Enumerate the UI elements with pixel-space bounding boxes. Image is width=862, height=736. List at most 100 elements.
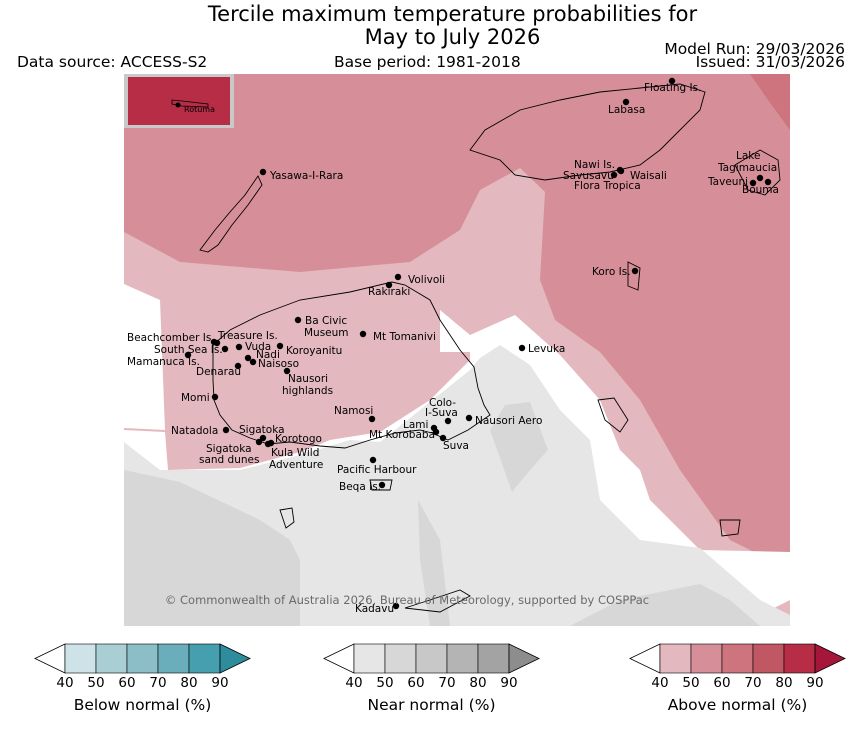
cbar-above-segment (690, 643, 723, 674)
label-mt-tomanivi: Mt Tomanivi (373, 331, 436, 343)
label-natadola: Natadola (171, 425, 218, 437)
yasawa-coast (199, 175, 263, 253)
label-rakiraki: Rakiraki (368, 286, 410, 298)
cbar-below-tick: 60 (118, 675, 136, 691)
rotuma-coast (171, 99, 209, 108)
copyright-notice: © Commonwealth of Australia 2026, Bureau… (165, 593, 649, 607)
cbar-below-tick: 40 (56, 675, 74, 691)
model-run-label: Model Run: 29/03/2026 (664, 40, 845, 58)
islet-coast (279, 507, 295, 529)
cbar-below-extend-low (34, 643, 66, 674)
label-waisali: Waisali (630, 170, 667, 182)
label-labasa: Labasa (608, 104, 645, 116)
label-flora-tropica: Flora Tropica (574, 180, 641, 192)
cbar-near-extend-low (323, 643, 355, 674)
label-pacific-harbour: Pacific Harbour (337, 464, 417, 476)
cbar-below-tick: 90 (211, 675, 229, 691)
region-above-60 (750, 74, 790, 130)
issued-label: Issued: 31/03/2026 (695, 53, 845, 71)
label-sigatoka-2: Sigatoka (206, 443, 252, 455)
label-denarau: Denarau (196, 366, 241, 378)
cbar-below-tick: 80 (180, 675, 198, 691)
marker-levuka (518, 344, 526, 352)
rotuma-label: Rotuma (184, 105, 215, 114)
cbar-above-tick: 60 (713, 675, 731, 691)
cbar-above-tick: 40 (651, 675, 669, 691)
marker-mamanuca-is (184, 351, 192, 359)
cbar-below-tick: 50 (87, 675, 105, 691)
colorbars (34, 643, 846, 674)
cbar-near-tick: 70 (438, 675, 456, 691)
marker-vuda (235, 343, 243, 351)
label-kula-wild: Kula Wild (271, 447, 319, 459)
cbar-above-tick: 80 (775, 675, 793, 691)
region-near-50-south (418, 500, 450, 626)
cbar-above-tick: 70 (744, 675, 762, 691)
base-period-label: Base period: 1981-2018 (334, 53, 521, 71)
cbar-near-tick: 40 (345, 675, 363, 691)
marker-labasa (622, 98, 630, 106)
cbar-near-tick: 50 (376, 675, 394, 691)
marker-momi (211, 393, 219, 401)
marker-sigatoka (259, 434, 267, 442)
taveuni-coast (734, 149, 781, 196)
label-koro-is: Koro Is. (592, 266, 631, 278)
label-adventure: Adventure (269, 459, 323, 471)
cbar-below-segment (157, 643, 190, 674)
cbar-near-segment (446, 643, 479, 674)
kadavu-coast (404, 589, 471, 613)
region-near-50-southwest (124, 470, 300, 626)
marker-floating-is (668, 77, 676, 85)
cbar-above-segment (659, 643, 692, 674)
marker-sigatoka-sand-dunes (255, 438, 263, 446)
label-tagimaucia: Tagimaucia (717, 162, 777, 174)
cbar-below-segment (188, 643, 221, 674)
cbar-above-tick: 90 (806, 675, 824, 691)
region-near-40-west (124, 468, 445, 605)
label-levuka: Levuka (528, 343, 565, 355)
marker-mt-korobaba (432, 428, 440, 436)
label-lake: Lake (736, 150, 760, 162)
label-treasure-is: Treasure Is. (217, 330, 278, 342)
cbar-near-segment (353, 643, 386, 674)
cbar-below-segment (95, 643, 128, 674)
beqa-coast (369, 479, 393, 491)
label-taveuni: Taveuni (707, 176, 748, 188)
marker-beqa-is (378, 481, 386, 489)
label-highlands: highlands (282, 385, 333, 397)
label-namosi: Namosi (334, 405, 373, 417)
probability-regions (124, 74, 790, 626)
label-momi: Momi (181, 392, 210, 404)
cbar-above-segment (721, 643, 754, 674)
marker-waisali (617, 167, 625, 175)
marker-suva (439, 434, 447, 442)
cbar-below-extend-high (219, 643, 251, 674)
label-sand-dunes: sand dunes (199, 454, 259, 466)
marker-koroyanitu (276, 342, 284, 350)
cbar-above-extend-high (814, 643, 846, 674)
cbar-near-segment (415, 643, 448, 674)
label-savusavu: Savusavu (563, 170, 614, 182)
label-nausori-aero: Nausori Aero (475, 415, 542, 427)
cbar-near-label: Near normal (%) (367, 696, 496, 714)
marker-yasawa-i-rara (259, 168, 267, 176)
label-volivoli: Volivoli (408, 274, 445, 286)
marker-south-sea-is (221, 345, 229, 353)
label-colo: Colo- (429, 397, 456, 409)
region-near-50-southeast (570, 584, 760, 626)
cbar-near-tick: 60 (407, 675, 425, 691)
marker-volivoli (394, 273, 402, 281)
region-near-50-east (490, 402, 548, 492)
marker-rakiraki (385, 281, 393, 289)
marker-nausori-highlands (283, 367, 291, 375)
marker-colo-i-suva (444, 417, 452, 425)
label-suva: Suva (443, 440, 469, 452)
label-beachcomber-is: Beachcomber Is. (127, 332, 215, 344)
label-nausori: Nausori (288, 373, 328, 385)
cbar-above-segment (783, 643, 816, 674)
marker-pacific-harbour (369, 456, 377, 464)
marker-savusavu (610, 171, 618, 179)
label-bouma: Bouma (742, 184, 779, 196)
cbar-above-tick: 50 (682, 675, 700, 691)
